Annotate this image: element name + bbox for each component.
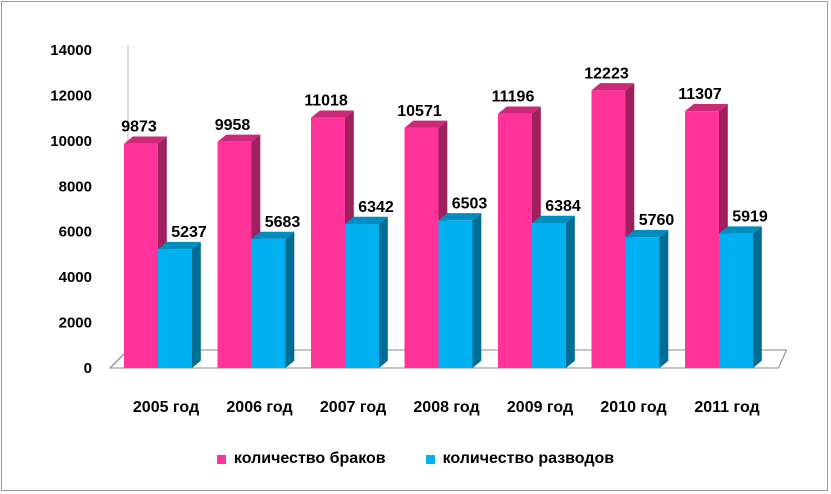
x-tick-label-6: 2011 год — [694, 399, 759, 416]
bar-side-1-1 — [285, 231, 295, 368]
bar-top-0-0 — [124, 136, 167, 144]
data-label-0-6: 11307 — [678, 86, 722, 103]
y-tick-label-7: 14000 — [50, 42, 92, 59]
legend-swatch-divorces — [425, 454, 435, 464]
bar-0-2 — [311, 117, 345, 368]
x-tick-label-4: 2009 год — [507, 399, 573, 416]
bar-1-5 — [625, 237, 660, 368]
bar-side-1-0 — [192, 241, 201, 368]
bar-side-1-6 — [753, 226, 762, 368]
bar-top-0-6 — [685, 103, 728, 112]
data-label-0-0: 9873 — [121, 119, 157, 136]
y-tick-label-1: 2000 — [59, 315, 92, 332]
y-tick-label-3: 6000 — [59, 224, 92, 241]
bar-1-2 — [345, 223, 379, 368]
bar-top-1-1 — [251, 231, 295, 239]
bar-0-1 — [217, 141, 252, 368]
y-tick-label-0: 0 — [84, 360, 92, 377]
bar-side-1-3 — [472, 213, 482, 368]
legend-swatch-marriages — [216, 454, 226, 464]
y-tick-label-5: 10000 — [50, 133, 92, 150]
bar-top-0-4 — [498, 106, 541, 114]
bar-1-1 — [251, 238, 286, 368]
data-label-1-5: 5760 — [639, 212, 675, 229]
data-label-1-6: 5919 — [732, 209, 768, 226]
legend-label-divorces: количество разводов — [442, 450, 615, 467]
bar-side-1-4 — [566, 215, 575, 368]
bar-top-0-3 — [404, 120, 448, 128]
bar-top-1-4 — [532, 215, 575, 223]
data-label-0-1: 9958 — [215, 117, 251, 134]
data-label-1-2: 6342 — [358, 199, 394, 216]
x-tick-label-0: 2005 год — [133, 399, 199, 416]
bar-top-1-3 — [438, 213, 482, 221]
bar-top-1-6 — [719, 226, 762, 234]
bar-top-1-5 — [625, 229, 669, 238]
bar-0-4 — [498, 113, 532, 368]
data-label-1-4: 6384 — [545, 198, 581, 215]
bar-top-0-1 — [217, 134, 261, 142]
bar-top-0-2 — [311, 110, 354, 118]
data-label-0-4: 11196 — [492, 89, 535, 106]
bar-top-1-0 — [158, 241, 201, 250]
bar-1-0 — [158, 249, 192, 368]
bar-0-5 — [591, 90, 626, 369]
data-label-1-0: 5237 — [171, 224, 207, 241]
bar-1-4 — [532, 222, 566, 368]
legend-item-marriages: количество браков — [216, 450, 386, 468]
legend-label-marriages: количество браков — [233, 450, 386, 467]
bar-side-1-5 — [659, 229, 669, 368]
bar-top-1-2 — [345, 216, 388, 224]
x-tick-label-1: 2006 год — [226, 399, 292, 416]
data-label-0-2: 11018 — [304, 93, 348, 110]
legend-item-divorces: количество разводов — [425, 450, 615, 468]
bar-1-6 — [719, 233, 753, 368]
bar-side-1-2 — [379, 216, 388, 368]
y-tick-label-2: 4000 — [59, 269, 92, 286]
bar-0-0 — [124, 143, 158, 368]
chart-legend: количество браков количество разводов — [0, 450, 831, 468]
x-tick-label-3: 2008 год — [413, 399, 479, 416]
bar-0-6 — [685, 111, 719, 369]
bar-0-3 — [404, 127, 439, 368]
y-tick-label-4: 8000 — [59, 178, 92, 195]
data-label-0-3: 10571 — [397, 103, 442, 120]
data-label-1-1: 5683 — [265, 214, 301, 231]
bar-top-0-5 — [591, 83, 635, 91]
data-label-0-5: 12223 — [584, 65, 629, 82]
x-tick-label-2: 2007 год — [320, 399, 386, 416]
bar-1-3 — [438, 220, 473, 368]
x-tick-label-5: 2010 год — [600, 399, 666, 416]
y-tick-label-6: 12000 — [50, 87, 92, 104]
data-label-1-3: 6503 — [452, 195, 488, 212]
